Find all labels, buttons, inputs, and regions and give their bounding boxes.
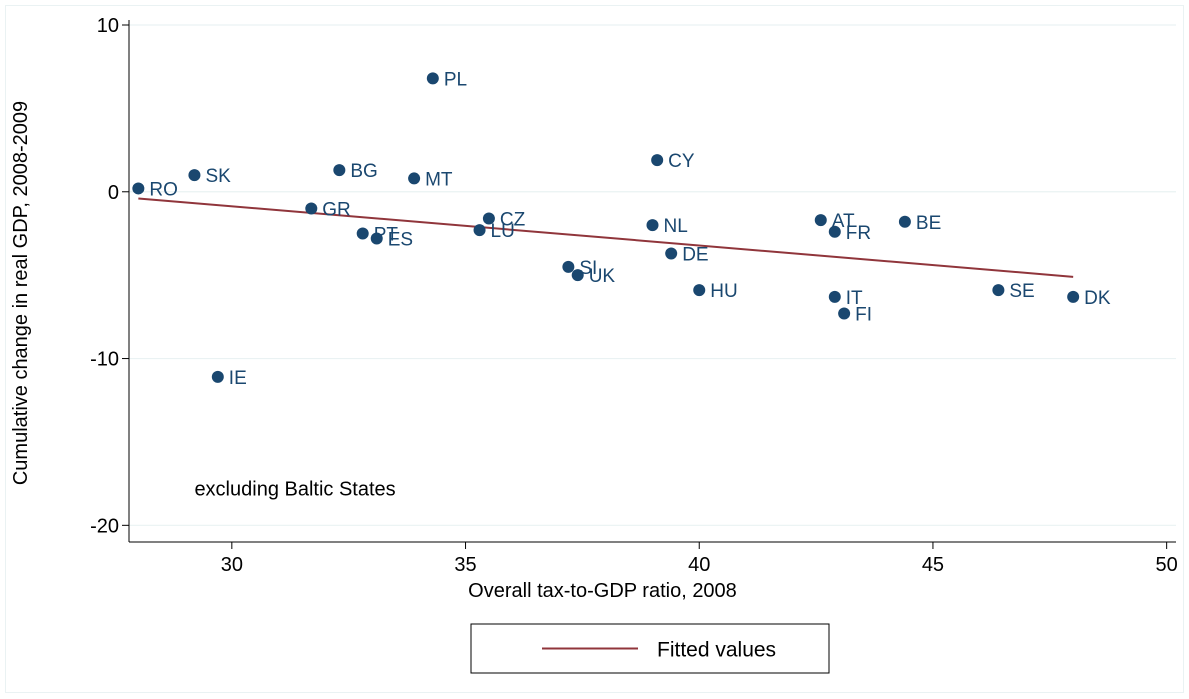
point-ro — [132, 182, 145, 195]
point-bg — [333, 164, 346, 177]
x-axis-label: Overall tax-to-GDP ratio, 2008 — [468, 580, 737, 602]
point-es — [370, 232, 383, 245]
y-axis-label: Cumulative change in real GDP, 2008-2009 — [10, 101, 32, 485]
ticks: -20 -10 0 10 30 35 40 45 50 — [90, 15, 1178, 576]
point-label-ro: RO — [149, 179, 178, 200]
x-tick-label: 45 — [922, 554, 944, 576]
point-label-nl: NL — [664, 216, 688, 237]
point-label-be: BE — [916, 213, 941, 234]
y-tick-label: 10 — [97, 15, 119, 37]
points-layer: ROSKIEGRBGPTESMTPLLUCZSIUKNLCYDEHUATFRIT… — [132, 69, 1111, 389]
point-fi — [838, 307, 851, 320]
point-sk — [188, 169, 201, 182]
point-label-mt: MT — [425, 169, 453, 190]
point-label-cy: CY — [668, 151, 695, 172]
point-nl — [646, 219, 659, 232]
point-label-dk: DK — [1084, 288, 1111, 309]
grid-lines — [129, 24, 1176, 526]
point-label-se: SE — [1009, 281, 1034, 302]
point-label-fr: FR — [846, 223, 871, 244]
point-label-uk: UK — [589, 266, 616, 287]
point-be — [898, 215, 911, 228]
point-label-fi: FI — [855, 305, 872, 326]
x-tick-label: 30 — [221, 554, 243, 576]
y-tick-label: -20 — [90, 515, 119, 537]
x-tick-label: 35 — [454, 554, 476, 576]
point-uk — [571, 269, 584, 282]
y-tick-label: 0 — [108, 182, 119, 204]
point-gr — [305, 202, 318, 215]
point-label-si: SI — [579, 258, 597, 279]
point-pl — [426, 72, 439, 85]
x-tick-label: 40 — [688, 554, 710, 576]
x-tick-label: 50 — [1156, 554, 1178, 576]
fitted-values-line — [138, 197, 1074, 278]
point-fr — [828, 225, 841, 238]
point-se — [992, 284, 1005, 297]
legend-label-fitted-values: Fitted values — [657, 639, 776, 662]
point-label-sk: SK — [205, 166, 231, 187]
point-label-lu: LU — [491, 221, 515, 242]
point-label-de: DE — [682, 244, 708, 265]
point-label-pl: PL — [444, 69, 467, 90]
point-label-it: IT — [846, 288, 863, 309]
point-label-cz: CZ — [500, 209, 526, 230]
point-label-es: ES — [388, 229, 413, 250]
legend: Fitted values — [470, 623, 830, 674]
point-de — [665, 247, 678, 260]
point-hu — [693, 284, 706, 297]
point-ie — [211, 370, 224, 383]
point-cz — [482, 212, 495, 225]
point-pt — [356, 227, 369, 240]
point-label-ie: IE — [229, 368, 247, 389]
point-label-gr: GR — [322, 199, 351, 220]
axes — [128, 20, 1176, 543]
legend-box — [470, 623, 830, 674]
point-dk — [1067, 290, 1080, 303]
point-cy — [651, 154, 664, 167]
point-mt — [408, 172, 421, 185]
y-tick-label: -10 — [90, 349, 119, 371]
point-lu — [473, 224, 486, 237]
point-at — [814, 214, 827, 227]
point-label-bg: BG — [350, 161, 377, 182]
point-label-hu: HU — [710, 281, 737, 302]
point-it — [828, 290, 841, 303]
fitted-values-layer — [138, 197, 1074, 278]
annotation-text: excluding Baltic States — [194, 478, 395, 500]
chart-frame: -20 -10 0 10 30 35 40 45 50 RO SK IE GR BG PT ES MT PL LU… — [5, 5, 1184, 693]
point-si — [562, 260, 575, 273]
